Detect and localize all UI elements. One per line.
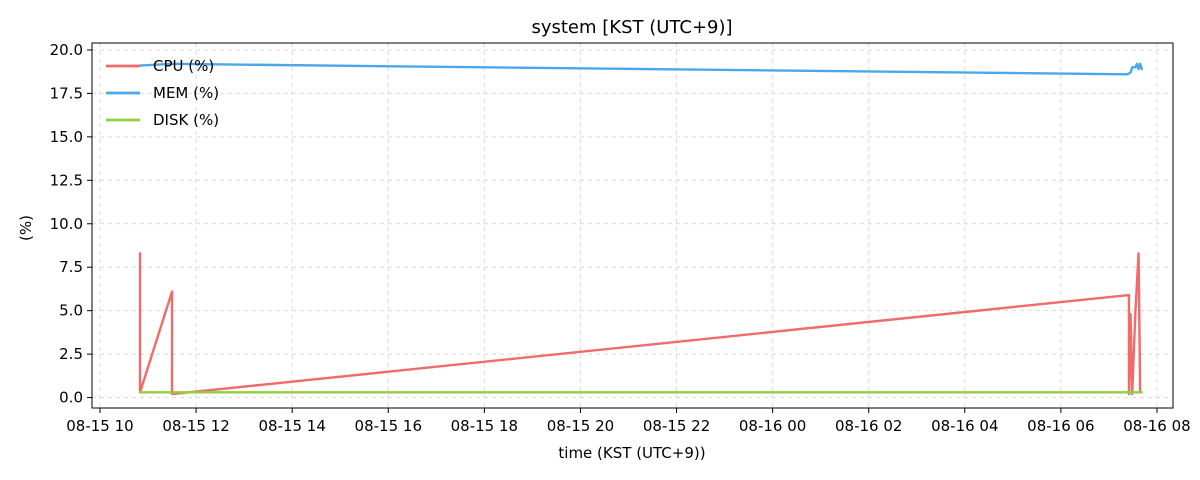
- y-tick-label: 15.0: [50, 128, 83, 146]
- x-tick-label: 08-16 06: [1027, 417, 1094, 435]
- x-tick-label: 08-15 16: [355, 417, 422, 435]
- x-tick-label: 08-15 10: [66, 417, 133, 435]
- x-tick-label: 08-15 12: [162, 417, 229, 435]
- x-axis: 08-15 10 08-15 12 08-15 14 08-15 16 08-15 18…: [66, 408, 1191, 435]
- y-tick-label: 5.0: [59, 302, 83, 320]
- series-line-mem: [138, 62, 1143, 76]
- grid-layer: [92, 43, 1173, 408]
- legend: CPU (%) MEM (%) DISK (%): [106, 57, 219, 129]
- x-tick-label: 08-16 00: [739, 417, 806, 435]
- y-tick-label: 12.5: [50, 171, 83, 189]
- legend-entry: CPU (%): [153, 57, 214, 75]
- y-tick-label: 10.0: [50, 215, 83, 233]
- y-tick-label: 2.5: [59, 345, 83, 363]
- plot-frame: [91, 42, 1174, 409]
- x-tick-label: 08-16 02: [835, 417, 902, 435]
- legend-entry: MEM (%): [153, 84, 219, 102]
- y-tick-label: 17.5: [50, 84, 83, 102]
- series-line-cpu: [138, 252, 1142, 396]
- x-tick-label: 08-15 14: [258, 417, 325, 435]
- y-axis: 0.0 2.5 5.0 7.5 10.0 12.5 15.0 17.5 20.0: [50, 41, 92, 407]
- chart-title: system [KST (UTC+9)]: [531, 17, 732, 38]
- legend-entry: DISK (%): [153, 111, 219, 129]
- x-tick-label: 08-15 22: [643, 417, 710, 435]
- series-layer: [138, 62, 1143, 396]
- x-tick-label: 08-15 20: [547, 417, 614, 435]
- x-axis-label: time (KST (UTC+9)): [558, 444, 705, 462]
- y-tick-label: 0.0: [59, 389, 83, 407]
- x-tick-label: 08-15 18: [451, 417, 518, 435]
- y-axis-label: (%): [17, 215, 35, 241]
- x-tick-label: 08-16 08: [1123, 417, 1190, 435]
- y-tick-label: 7.5: [59, 258, 83, 276]
- x-tick-label: 08-16 04: [931, 417, 998, 435]
- y-tick-label: 20.0: [50, 41, 83, 59]
